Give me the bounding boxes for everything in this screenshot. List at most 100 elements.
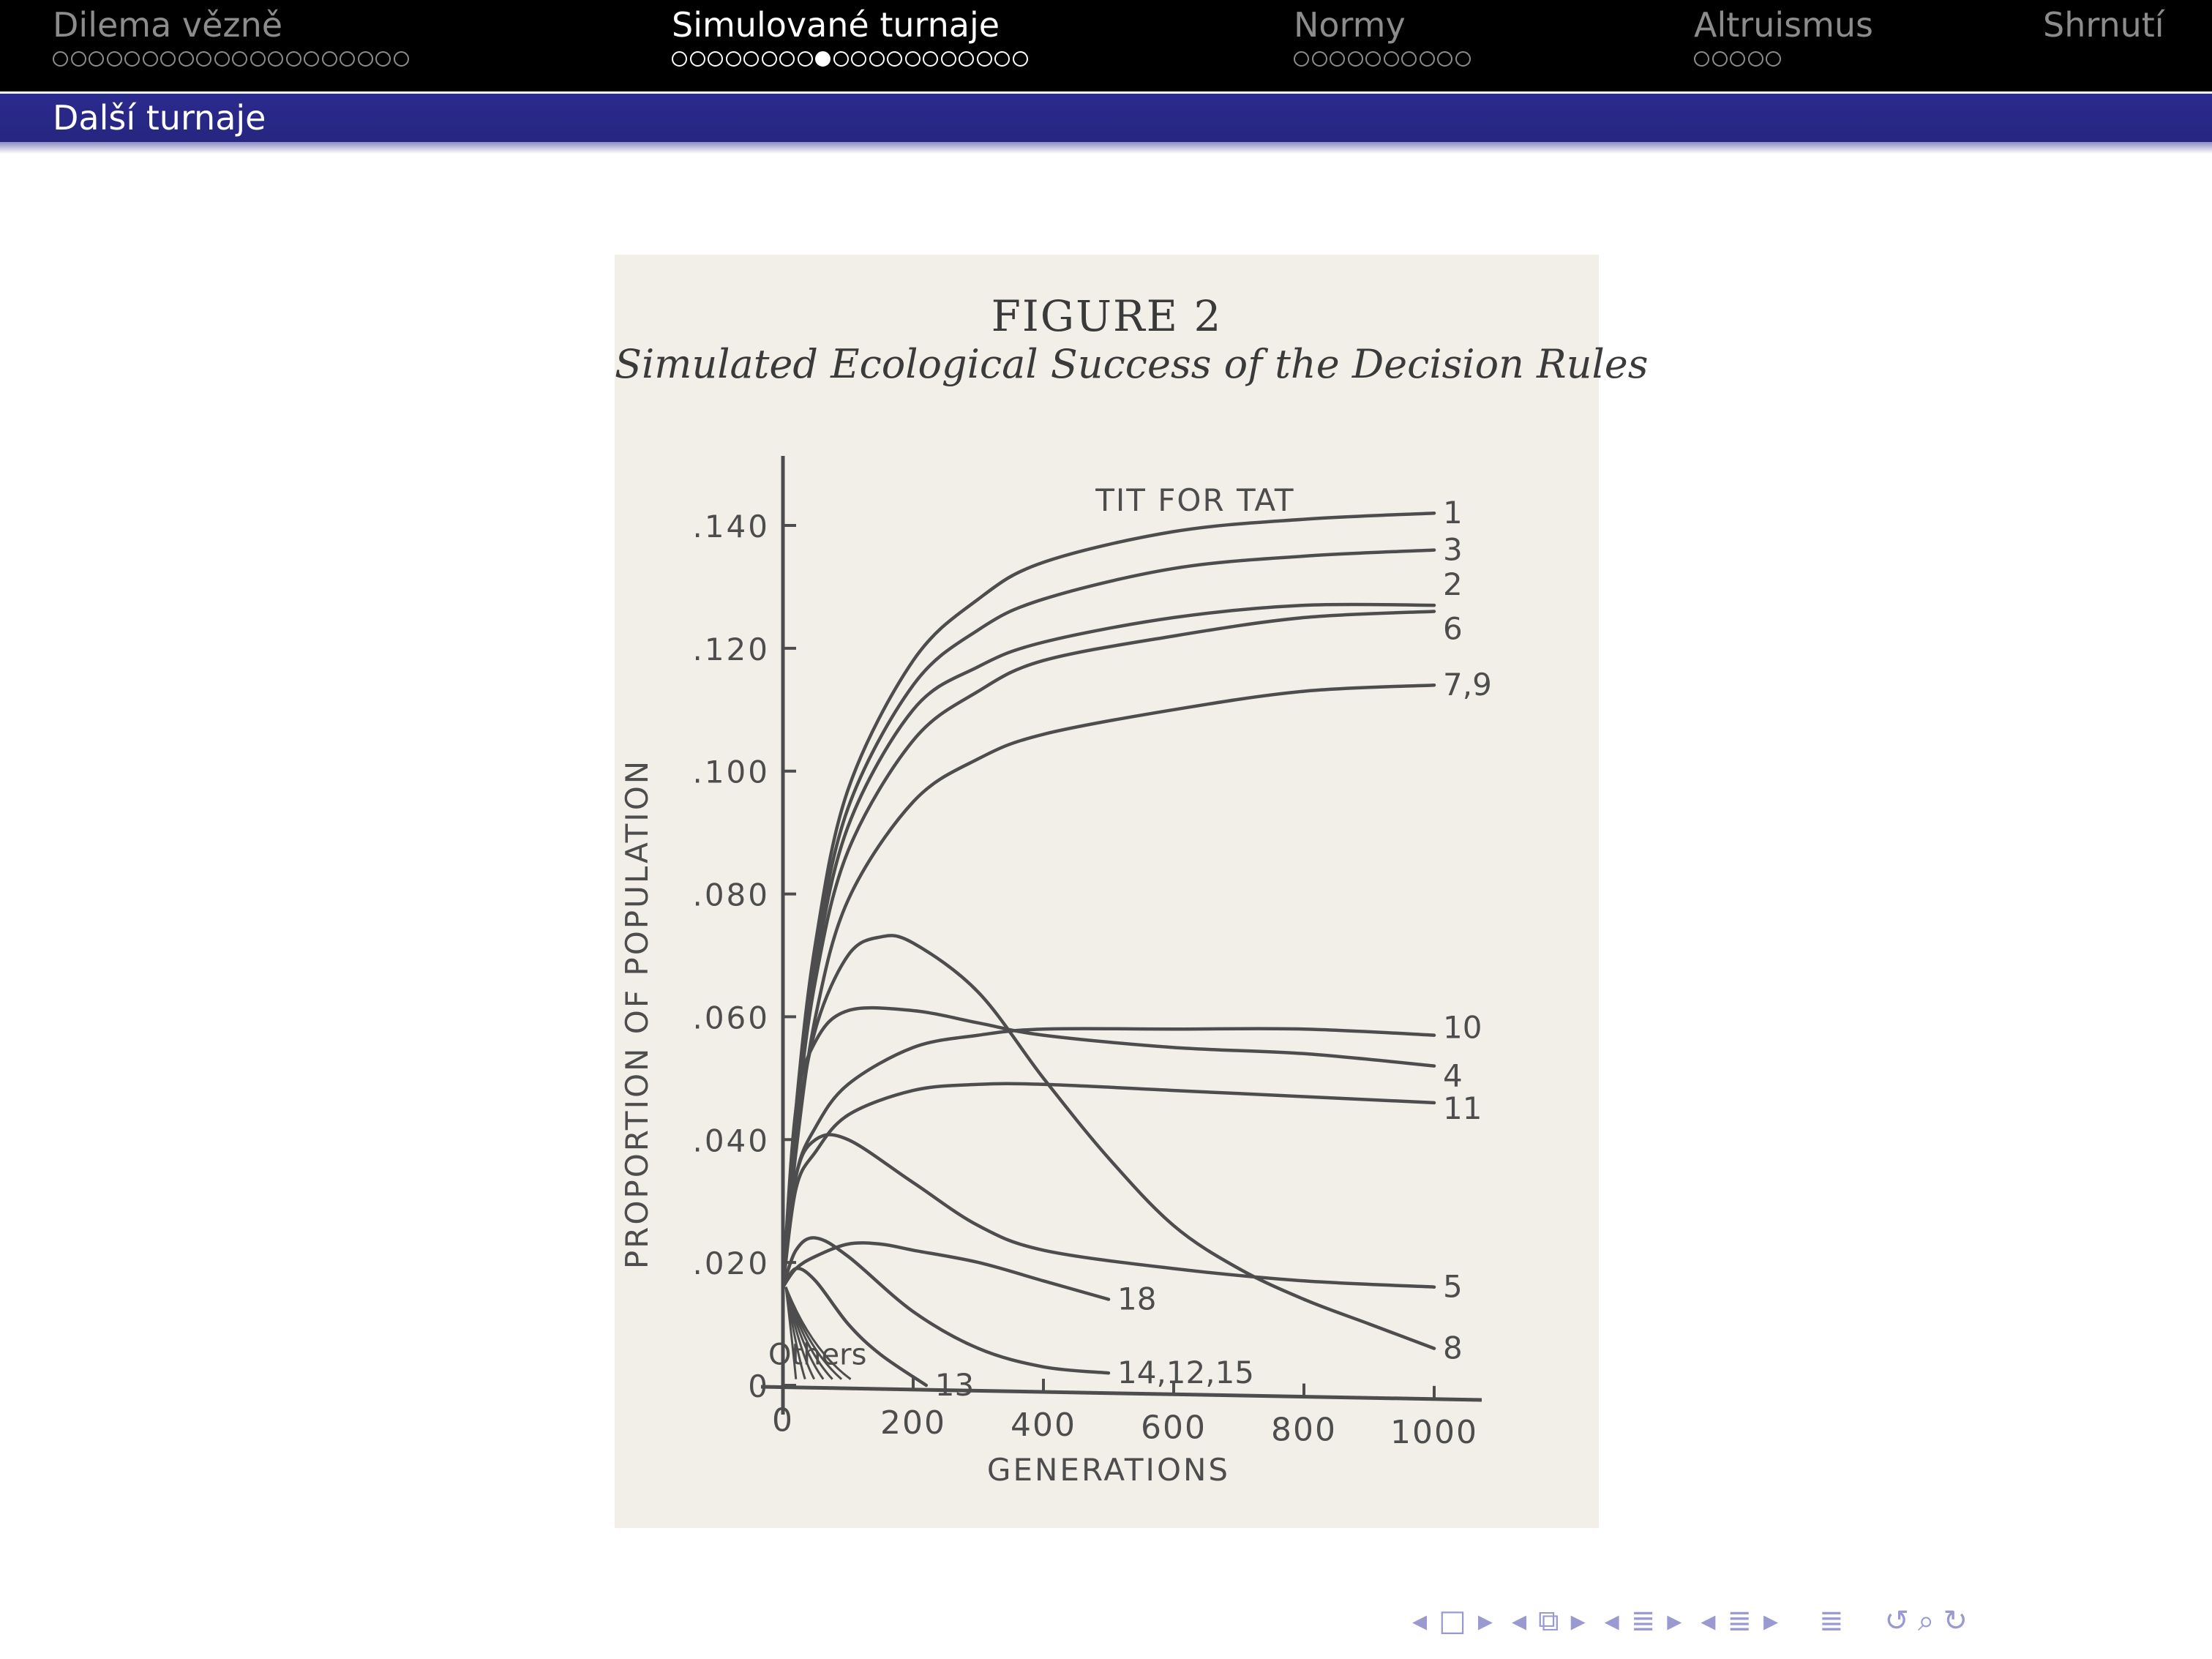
slide-dot[interactable]: [994, 51, 1010, 67]
slide-dot[interactable]: [797, 51, 813, 67]
y-tick-label: .140: [692, 509, 770, 544]
prev-frame-arrow[interactable]: ◂: [1412, 1604, 1428, 1638]
title-bar-shadow: [0, 142, 2212, 154]
slide-dot[interactable]: [1694, 51, 1709, 67]
slide-dot[interactable]: [851, 51, 866, 67]
slide-dot[interactable]: [142, 51, 158, 67]
slide-dot[interactable]: [1330, 51, 1345, 67]
slide-dot[interactable]: [1419, 51, 1435, 67]
x-tick-label: 400: [1011, 1407, 1076, 1444]
slide-dot[interactable]: [304, 51, 319, 67]
nav-section-title[interactable]: Altruismus: [1694, 5, 1874, 45]
series-label: 8: [1443, 1330, 1463, 1366]
nav-section-dots: [672, 51, 1030, 80]
slide-dot[interactable]: [1347, 51, 1363, 67]
slide-dot[interactable]: [1311, 51, 1327, 67]
slide-dot[interactable]: [1012, 51, 1028, 67]
slide-dot[interactable]: [940, 51, 956, 67]
prev-doc-arrow[interactable]: ◂: [1701, 1604, 1716, 1638]
slide-dot[interactable]: [1383, 51, 1399, 67]
slide-dot[interactable]: [672, 51, 687, 67]
slide-dot[interactable]: [357, 51, 373, 67]
nav-section-shrnuti[interactable]: Shrnutí: [2043, 3, 2164, 80]
search-icon[interactable]: ⌕: [1918, 1604, 1935, 1638]
slide-dot[interactable]: [160, 51, 176, 67]
nav-section-title[interactable]: Dilema vězně: [53, 5, 283, 45]
series-line-13: [781, 1267, 929, 1388]
slide-dot[interactable]: [250, 51, 266, 67]
prev-section-arrow[interactable]: ◂: [1604, 1604, 1619, 1638]
series-line-7-9: [781, 683, 1436, 1289]
slide-dot[interactable]: [708, 51, 723, 67]
slide-dot[interactable]: [887, 51, 902, 67]
next-doc-arrow[interactable]: ▸: [1763, 1604, 1779, 1638]
nav-section-altruismus[interactable]: Altruismus: [1694, 3, 1873, 80]
subsection-icon[interactable]: ⧉: [1538, 1604, 1559, 1638]
slide-dot[interactable]: [196, 51, 211, 67]
document-icon[interactable]: ≣: [1727, 1604, 1752, 1638]
slide-dot[interactable]: [1365, 51, 1381, 67]
nav-section-title[interactable]: Normy: [1294, 5, 1406, 45]
slide-dot[interactable]: [959, 51, 974, 67]
series-line-10: [781, 1027, 1436, 1289]
nav-section-dots: [1294, 51, 1473, 80]
slide-dot[interactable]: [106, 51, 122, 67]
y-axis-title: PROPORTION OF POPULATION: [619, 759, 655, 1269]
slide-dot[interactable]: [1455, 51, 1471, 67]
slide-dot[interactable]: [89, 51, 104, 67]
back-icon[interactable]: ↺: [1884, 1604, 1910, 1638]
slide-dot[interactable]: [725, 51, 741, 67]
slide-dot[interactable]: [1401, 51, 1417, 67]
frame-title-bar: Další turnaje: [0, 94, 2212, 142]
nav-section-title[interactable]: Shrnutí: [2043, 5, 2164, 45]
slide-dot[interactable]: [232, 51, 247, 67]
nav-section-normy[interactable]: Normy: [1294, 3, 1473, 80]
slide-dot[interactable]: [904, 51, 921, 67]
next-subsection-arrow[interactable]: ▸: [1570, 1604, 1586, 1638]
series-label: 10: [1443, 1010, 1482, 1046]
slide-dot[interactable]: [761, 51, 777, 67]
frame-title: Další turnaje: [53, 98, 266, 138]
slide-dot[interactable]: [1747, 51, 1763, 67]
slide-dot[interactable]: [1712, 51, 1728, 67]
slide-dot[interactable]: [375, 51, 391, 67]
current-slide-dot[interactable]: [815, 51, 831, 67]
slide-dot[interactable]: [340, 51, 355, 67]
slide-dot[interactable]: [268, 51, 283, 67]
slide-dot[interactable]: [833, 51, 849, 67]
slide-dot[interactable]: [743, 51, 759, 67]
slide-dot[interactable]: [70, 51, 86, 67]
forward-icon[interactable]: ↻: [1943, 1604, 1968, 1638]
slide-dot[interactable]: [689, 51, 705, 67]
x-tick-label: 800: [1271, 1412, 1337, 1449]
slide-dot[interactable]: [779, 51, 795, 67]
section-navigation-bar: Dilema vězně Simulované turnaje Normy Al…: [0, 0, 2212, 91]
next-frame-arrow[interactable]: ▸: [1477, 1604, 1493, 1638]
slide-dot[interactable]: [869, 51, 885, 67]
series-line-3: [781, 548, 1436, 1289]
toc-icon[interactable]: ≣: [1819, 1604, 1844, 1638]
slide-dot[interactable]: [285, 51, 301, 67]
slide-dot[interactable]: [1730, 51, 1745, 67]
series-line-14-12-15: [781, 1236, 1111, 1375]
prev-subsection-arrow[interactable]: ◂: [1511, 1604, 1527, 1638]
nav-section-simulovane-turnaje[interactable]: Simulované turnaje: [672, 3, 1030, 80]
section-icon[interactable]: ≣: [1630, 1604, 1656, 1638]
slide-dot[interactable]: [53, 51, 68, 67]
nav-section-dilema[interactable]: Dilema vězně: [53, 3, 411, 80]
slide-dot[interactable]: [124, 51, 140, 67]
slide-dot[interactable]: [321, 51, 337, 67]
slide-dot[interactable]: [1437, 51, 1452, 67]
slide-dot[interactable]: [214, 51, 230, 67]
slide-dot[interactable]: [1294, 51, 1309, 67]
next-section-arrow[interactable]: ▸: [1667, 1604, 1682, 1638]
figure-caption: Simulated Ecological Success of the Deci…: [615, 341, 1649, 387]
slide-dot[interactable]: [923, 51, 938, 67]
slide-dot[interactable]: [178, 51, 194, 67]
slide-dot[interactable]: [393, 51, 409, 67]
slide-dot[interactable]: [1766, 51, 1781, 67]
scanned-figure: FIGURE 2 Simulated Ecological Success of…: [615, 255, 1649, 1528]
slide-dot[interactable]: [976, 51, 992, 67]
frame-icon[interactable]: □: [1439, 1604, 1466, 1638]
nav-section-title[interactable]: Simulované turnaje: [672, 5, 1000, 45]
